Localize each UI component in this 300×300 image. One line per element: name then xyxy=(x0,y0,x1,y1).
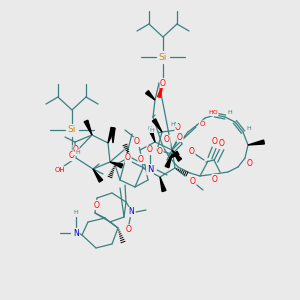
Polygon shape xyxy=(108,128,115,143)
Text: O: O xyxy=(219,140,225,148)
Text: H: H xyxy=(150,128,154,133)
Text: O: O xyxy=(157,148,163,157)
Text: O: O xyxy=(138,154,144,164)
Polygon shape xyxy=(84,120,92,135)
Text: O: O xyxy=(134,137,140,146)
Polygon shape xyxy=(172,150,182,161)
Polygon shape xyxy=(93,169,103,182)
Text: O: O xyxy=(69,152,75,160)
Text: O: O xyxy=(94,200,100,209)
Polygon shape xyxy=(170,151,179,158)
Text: O: O xyxy=(160,79,166,88)
Polygon shape xyxy=(146,91,155,100)
Text: O: O xyxy=(164,136,170,145)
Polygon shape xyxy=(160,177,166,191)
Text: O: O xyxy=(147,146,153,154)
Polygon shape xyxy=(152,119,162,132)
Text: N: N xyxy=(147,166,153,175)
Text: O: O xyxy=(212,175,218,184)
Text: Si: Si xyxy=(68,125,76,134)
Text: H: H xyxy=(148,127,152,131)
Text: O: O xyxy=(199,121,205,127)
Polygon shape xyxy=(165,154,172,168)
Text: H: H xyxy=(74,211,78,215)
Polygon shape xyxy=(148,127,155,142)
Text: O: O xyxy=(189,148,195,157)
Polygon shape xyxy=(111,128,115,143)
Polygon shape xyxy=(110,162,123,168)
Polygon shape xyxy=(158,83,163,98)
Text: Si: Si xyxy=(159,52,167,62)
Text: HO: HO xyxy=(208,110,218,116)
Text: O: O xyxy=(73,146,79,154)
Text: OH: OH xyxy=(55,167,65,173)
Text: N: N xyxy=(73,229,79,238)
Text: O: O xyxy=(247,158,253,167)
Text: O: O xyxy=(175,122,181,131)
Text: H': H' xyxy=(171,122,177,127)
Text: O: O xyxy=(190,178,196,187)
Text: O: O xyxy=(125,154,131,163)
Text: O: O xyxy=(177,133,183,142)
Polygon shape xyxy=(248,140,264,145)
Text: H: H xyxy=(228,110,232,115)
Text: H: H xyxy=(247,125,251,130)
Text: O: O xyxy=(212,136,218,146)
Text: H: H xyxy=(76,151,80,155)
Text: O: O xyxy=(126,226,132,235)
Text: N: N xyxy=(128,208,134,217)
